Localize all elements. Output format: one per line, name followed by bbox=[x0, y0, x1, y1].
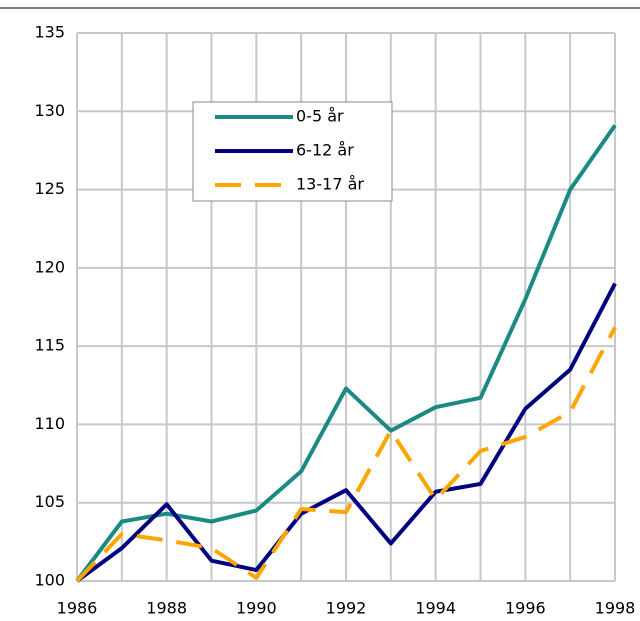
x-tick-label: 1998 bbox=[595, 599, 636, 618]
x-tick-label: 1988 bbox=[146, 599, 187, 618]
y-tick-label: 125 bbox=[34, 179, 65, 198]
series-line bbox=[75, 124, 617, 583]
y-tick-label: 105 bbox=[34, 492, 65, 511]
legend-label: 0-5 år bbox=[296, 107, 344, 126]
series-line bbox=[75, 282, 617, 583]
series-line bbox=[75, 326, 617, 583]
x-tick-label: 1990 bbox=[236, 599, 277, 618]
legend-label: 13-17 år bbox=[296, 175, 364, 194]
y-tick-label: 130 bbox=[34, 101, 65, 120]
x-tick-label: 1996 bbox=[505, 599, 546, 618]
legend-label: 6-12 år bbox=[296, 141, 354, 160]
y-tick-label: 115 bbox=[34, 336, 65, 355]
x-tick-label: 1992 bbox=[326, 599, 367, 618]
y-tick-label: 135 bbox=[34, 23, 65, 42]
x-tick-label: 1986 bbox=[57, 599, 98, 618]
y-tick-label: 120 bbox=[34, 257, 65, 276]
y-tick-label: 110 bbox=[34, 414, 65, 433]
y-tick-label: 100 bbox=[34, 571, 65, 590]
x-tick-label: 1994 bbox=[415, 599, 456, 618]
legend: 0-5 år 6-12 år 13-17 år bbox=[192, 101, 393, 202]
